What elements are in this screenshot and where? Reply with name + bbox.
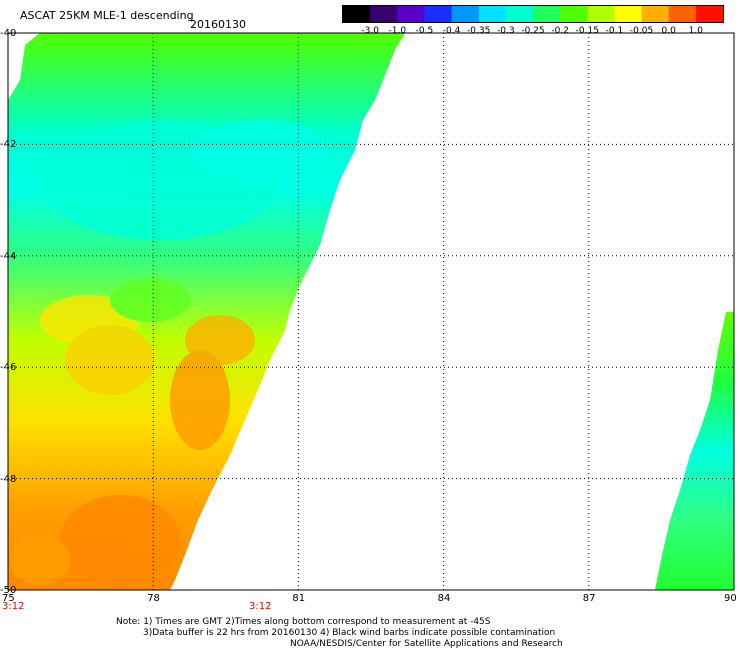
swath-west [8, 33, 405, 590]
longitude-tick-label: 87 [582, 593, 596, 604]
colorbar-label: 0.0 [661, 26, 676, 36]
map-title: ASCAT 25KM MLE-1 descending [20, 9, 194, 22]
colorbar-swatch [641, 6, 670, 22]
swath-east [655, 312, 734, 590]
note-line-1: Note: 1) Times are GMT 2)Times along bot… [116, 617, 491, 627]
colorbar-swatch [668, 6, 697, 22]
colorbar-swatch [343, 6, 371, 22]
latitude-tick-label: -46 [0, 362, 17, 374]
note-line-3: NOAA/NESDIS/Center for Satellite Applica… [290, 639, 563, 649]
colorbar-swatch [505, 6, 534, 22]
colorbar-swatch [478, 6, 507, 22]
colorbar-label: -0.4 [442, 26, 461, 36]
latitude-tick-label: -50 [0, 585, 17, 596]
longitude-tick-label: 81 [292, 593, 306, 604]
map-date: 20160130 [190, 18, 246, 31]
colorbar-swatch [560, 6, 588, 22]
longitude-tick-label: 78 [147, 593, 160, 604]
swath-west-features [10, 120, 330, 585]
longitude-tick-label: 75 [2, 593, 15, 604]
colorbar-swatch [695, 6, 724, 22]
latitude-tick-label: -48 [0, 473, 17, 485]
latitude-tick-label: -40 [0, 28, 17, 39]
colorbar-swatch [424, 6, 453, 22]
colorbar-label: -0.1 [605, 26, 624, 36]
colorbar-label: -0.35 [467, 26, 491, 36]
note-line-2: 3)Data buffer is 22 hrs from 20160130 4)… [143, 628, 556, 638]
colorbar-swatch [397, 6, 425, 22]
latitude-tick-label: -42 [0, 139, 17, 151]
colorbar-label: -1.0 [388, 26, 407, 36]
colorbar-label: -0.5 [415, 26, 434, 36]
time-label-middle: 3:12 [249, 601, 272, 612]
time-label-left: 3:12 [2, 601, 25, 612]
colorbar-swatch [370, 6, 398, 22]
colorbar-swatch [587, 6, 615, 22]
colorbar-label: -0.25 [521, 26, 545, 36]
colorbar-label: -0.3 [497, 26, 515, 36]
map-frame [7, 32, 735, 591]
colorbar-swatch [533, 6, 561, 22]
colorbar-label: -0.15 [575, 26, 599, 36]
colorbar-label: -3.0 [361, 26, 379, 36]
colorbar-label: -0.2 [551, 26, 569, 36]
graticule [8, 33, 734, 590]
colorbar-label: -0.05 [629, 26, 654, 36]
colorbar-swatch [451, 6, 480, 22]
colorbar [342, 5, 724, 23]
colorbar-label: 1.0 [688, 26, 704, 36]
longitude-tick-label: 84 [437, 593, 451, 604]
longitude-tick-label: 90 [724, 593, 737, 604]
colorbar-border [342, 5, 724, 23]
colorbar-swatch [614, 6, 643, 22]
latitude-tick-label: -44 [0, 250, 17, 262]
